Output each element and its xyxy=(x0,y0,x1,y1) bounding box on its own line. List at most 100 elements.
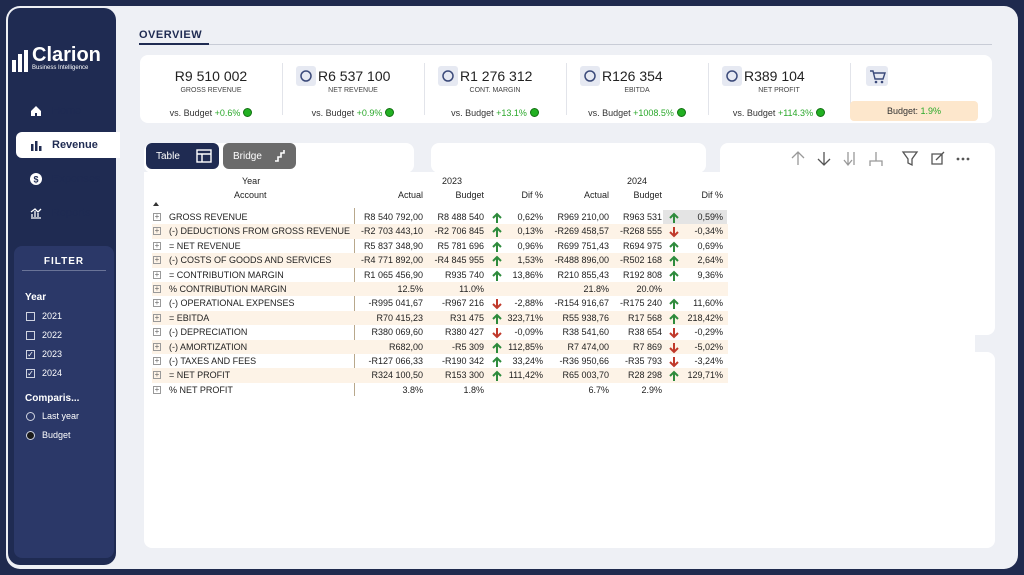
kpi-compare: vs. Budget +13.1% xyxy=(424,108,566,118)
trend-arrow xyxy=(669,357,679,368)
budget-card: Budget: 1.9% xyxy=(850,55,992,123)
expand-toggle[interactable]: + xyxy=(153,327,161,337)
divider xyxy=(22,270,106,271)
radio[interactable] xyxy=(26,431,35,440)
cell-value: 112,85% xyxy=(508,341,543,352)
cell-value: R7 869 xyxy=(632,341,662,352)
cell-value: R935 740 xyxy=(444,269,484,280)
compare-label: vs. Budget xyxy=(732,108,776,118)
row-band xyxy=(152,310,728,326)
button-label: Table xyxy=(156,151,180,162)
row-band xyxy=(152,224,728,239)
trend-arrow xyxy=(669,370,679,382)
budget-value: 1.9% xyxy=(920,106,942,116)
account-name: = NET REVENUE xyxy=(169,240,241,251)
expand-toggle[interactable]: + xyxy=(153,240,161,250)
expand-toggle[interactable]: + xyxy=(153,255,161,265)
account-name: GROSS REVENUE xyxy=(169,212,248,222)
chart-icon xyxy=(31,141,42,151)
expand-toggle[interactable]: + xyxy=(153,356,161,365)
kpi-value: R9 510 002 xyxy=(174,68,248,84)
column-header: Budget xyxy=(633,190,662,200)
divider xyxy=(282,63,283,115)
expand-toggle[interactable]: + xyxy=(153,341,161,351)
svg-text:$: $ xyxy=(33,175,38,185)
cell-value: R65 003,70 xyxy=(562,370,609,381)
account-name: = EBITDA xyxy=(169,312,210,323)
divider xyxy=(850,63,851,115)
cell-value: R1 065 456,90 xyxy=(363,269,423,280)
cell-value: 2.9% xyxy=(641,384,662,395)
expand-toggle[interactable]: + xyxy=(153,226,161,236)
checkbox[interactable]: ✓ xyxy=(26,350,35,359)
row-band xyxy=(152,282,728,297)
cell-value: R682,00 xyxy=(388,341,423,352)
cell-value: R7 474,00 xyxy=(567,341,609,352)
cell-value: R324 100,50 xyxy=(371,370,423,381)
divider xyxy=(566,63,567,115)
bridge-button[interactable]: Bridge xyxy=(223,143,296,169)
kpi-card: R9 510 002 GROSS REVENUE vs. Budget +0.6% xyxy=(140,55,282,123)
cell-value: R699 751,43 xyxy=(557,240,609,251)
checkbox-label: 2022 xyxy=(42,330,63,340)
cart-icon xyxy=(866,66,888,86)
trend-arrow xyxy=(669,227,679,238)
compare-label: vs. Budget xyxy=(311,108,355,118)
cell-value: -R995 041,67 xyxy=(368,298,423,309)
checkbox[interactable] xyxy=(26,312,35,321)
trend-arrow xyxy=(492,255,502,267)
kpi-value: R126 354 xyxy=(602,68,663,84)
cell-value: R963 531 xyxy=(622,212,662,222)
kpi-label: NET PROFIT xyxy=(758,87,800,94)
title-rule xyxy=(209,44,992,45)
expand-toggle[interactable]: + xyxy=(153,370,161,380)
trend-arrow xyxy=(669,328,679,339)
arrow-down xyxy=(669,355,679,373)
table-icon xyxy=(196,149,212,163)
expand-toggle[interactable]: + xyxy=(153,284,161,293)
kpi-icon xyxy=(296,66,316,86)
trend-arrow xyxy=(669,241,679,252)
trend-arrow xyxy=(669,342,679,354)
cell-value: -R175 240 xyxy=(619,298,662,309)
checkbox[interactable]: ✓ xyxy=(26,369,35,378)
cell-value: 111,42% xyxy=(508,370,543,381)
status-dot xyxy=(676,108,686,117)
nav-item[interactable]: Revenue xyxy=(16,132,120,158)
kpi-compare: vs. Budget +1008.5% xyxy=(566,108,708,118)
nav-item[interactable]: $ Expenses xyxy=(16,166,120,192)
nav-label: Reports xyxy=(52,207,91,219)
checkbox[interactable] xyxy=(26,331,35,340)
cell-value: -R35 793 xyxy=(624,356,662,366)
nav-item[interactable]: Reports xyxy=(16,200,120,226)
expand-toggle[interactable]: + xyxy=(153,212,161,221)
compare-label: vs. Budget xyxy=(451,108,494,118)
kpi-icon xyxy=(296,66,316,91)
dollar-icon: $ xyxy=(30,173,42,185)
year-label: Year xyxy=(25,292,47,303)
table-button[interactable]: Table xyxy=(146,143,219,169)
expand-toggle[interactable]: + xyxy=(153,269,161,279)
nav-item[interactable]: Home xyxy=(16,98,120,124)
expand-toggle[interactable]: + xyxy=(153,298,161,308)
status-dot xyxy=(816,108,826,117)
cell-value: R380 427 xyxy=(444,327,484,338)
radio[interactable] xyxy=(26,412,35,421)
kpi-card: R6 537 100 NET REVENUE vs. Budget +0.9% xyxy=(282,55,424,123)
cell-value: -0,29% xyxy=(694,327,723,338)
trend-arrow xyxy=(669,255,679,267)
arrow-up xyxy=(669,211,679,229)
cell-value: -3,24% xyxy=(694,356,723,366)
column-header: Budget xyxy=(455,190,484,200)
expand-toggle[interactable]: + xyxy=(153,312,161,322)
arrow-down xyxy=(492,297,502,315)
kpi-strip: R9 510 002 GROSS REVENUE vs. Budget +0.6% R… xyxy=(140,55,992,123)
cell-value: -R269 458,57 xyxy=(554,226,609,237)
cell-value: -R127 066,33 xyxy=(368,356,423,366)
trend-arrow xyxy=(669,270,679,281)
column-header: Dif % xyxy=(521,190,543,200)
expand-toggle[interactable]: + xyxy=(153,384,161,394)
arrow-up xyxy=(492,211,502,229)
visual-toolbar[interactable] xyxy=(786,150,976,168)
